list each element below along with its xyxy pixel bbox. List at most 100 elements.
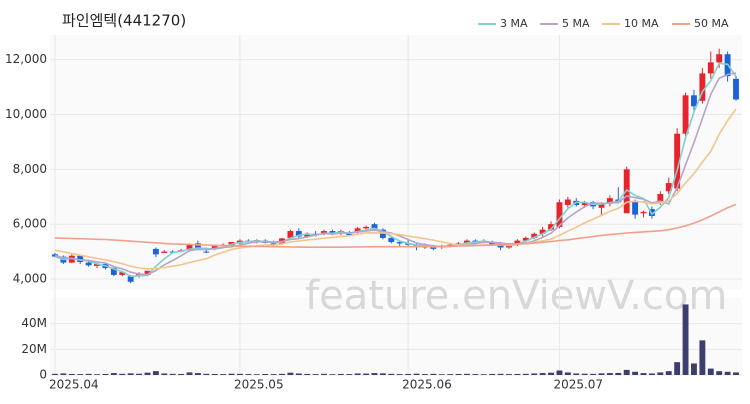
candle-body: [346, 233, 353, 236]
volume-bar: [573, 373, 580, 375]
volume-bar: [379, 373, 386, 375]
volume-bar: [506, 374, 512, 375]
ma-line: [54, 62, 737, 278]
watermark: feature.enViewV.com: [305, 273, 727, 319]
volume-bar: [640, 373, 647, 375]
candle-body: [674, 133, 681, 189]
candle-body: [287, 231, 294, 238]
volume-bar: [548, 372, 554, 375]
volume-bar: [211, 373, 218, 375]
candle-body: [270, 243, 277, 245]
candle-body: [363, 226, 370, 229]
candle-body: [548, 224, 554, 230]
volume-bar: [203, 373, 210, 375]
candle-body: [522, 237, 529, 241]
volume-bar: [144, 372, 151, 375]
y-tick-label: 4,000: [13, 272, 47, 286]
volume-bar: [396, 374, 403, 375]
volume-bar: [581, 373, 588, 375]
volume-bar: [68, 373, 75, 375]
legend-label: 50 MA: [694, 17, 729, 30]
volume-bar: [312, 374, 319, 375]
x-tick-label: 2025.05: [234, 378, 284, 392]
volume-bar: [648, 373, 655, 375]
y-tick-label: 12,000: [5, 52, 47, 66]
volume-bar: [346, 374, 353, 375]
volume-bar: [77, 374, 84, 375]
volume-bar: [472, 374, 479, 375]
candle-body: [136, 273, 143, 277]
volume-bar: [464, 373, 470, 375]
candle-body: [665, 183, 672, 192]
volume-panel: [50, 298, 742, 375]
candle-body: [497, 244, 504, 248]
candle-body: [623, 169, 630, 214]
candle-body: [144, 270, 151, 275]
volume-bar: [455, 373, 462, 375]
volume-bar: [287, 372, 294, 375]
y-tick-label: 40M: [21, 316, 47, 330]
volume-bar: [304, 373, 311, 375]
candle-body: [388, 237, 395, 243]
candle-body: [396, 242, 403, 244]
volume-bar: [52, 373, 58, 375]
x-tick-label: 2025.04: [49, 378, 99, 392]
volume-bar: [522, 373, 529, 375]
ma-line: [54, 108, 737, 270]
x-tick-label: 2025.06: [402, 378, 452, 392]
candle-body: [464, 240, 470, 244]
volume-bar: [657, 372, 664, 375]
volume-bar: [438, 374, 445, 375]
candle-body: [161, 251, 168, 253]
candle-body: [657, 194, 664, 203]
volume-bar: [489, 373, 496, 375]
volume-bar: [388, 373, 395, 375]
candle-body: [186, 244, 193, 251]
candle-body: [295, 231, 302, 237]
volume-bar: [85, 373, 92, 375]
candle-body: [127, 276, 134, 282]
candle-body: [514, 240, 521, 245]
legend-label: 5 MA: [562, 17, 590, 30]
volume-bar: [413, 373, 420, 375]
ma-line: [54, 203, 737, 248]
candle-body: [682, 95, 689, 134]
candle-body: [691, 95, 697, 107]
volume-bar: [615, 372, 622, 375]
volume-bar: [665, 371, 672, 375]
volume-bar: [94, 374, 100, 375]
volume-bar: [716, 371, 723, 375]
volume-bar: [169, 373, 176, 375]
y-tick-label: 8,000: [13, 162, 47, 176]
candle-body: [556, 202, 563, 227]
volume-bar: [237, 373, 243, 375]
volume-bar: [497, 373, 504, 375]
candle-body: [640, 211, 647, 214]
volume-bar: [447, 374, 454, 375]
volume-bar: [337, 373, 344, 375]
candle-body: [329, 231, 336, 234]
volume-bar: [245, 374, 252, 375]
volume-bar: [279, 373, 285, 375]
candle-body: [52, 254, 58, 257]
candle-body: [119, 272, 126, 275]
volume-bar: [253, 374, 260, 375]
candle-body: [194, 243, 201, 249]
volume-bar: [405, 373, 412, 375]
volume-bar: [480, 374, 487, 375]
volume-bar: [421, 374, 428, 375]
volume-bar: [674, 362, 681, 375]
candle-body: [598, 203, 605, 208]
volume-bar: [606, 373, 613, 375]
y-tick-label: 20M: [21, 342, 47, 356]
volume-bar: [186, 372, 193, 375]
volume-bar: [270, 374, 277, 375]
volume-bar: [329, 374, 336, 375]
volume-bar: [102, 373, 109, 375]
volume-bar: [430, 373, 437, 375]
candle-body: [77, 255, 84, 263]
candle-body: [531, 233, 538, 238]
volume-bar: [590, 373, 597, 375]
chart-title: 파인엠텍(441270): [62, 12, 186, 30]
volume-bar: [623, 369, 630, 375]
